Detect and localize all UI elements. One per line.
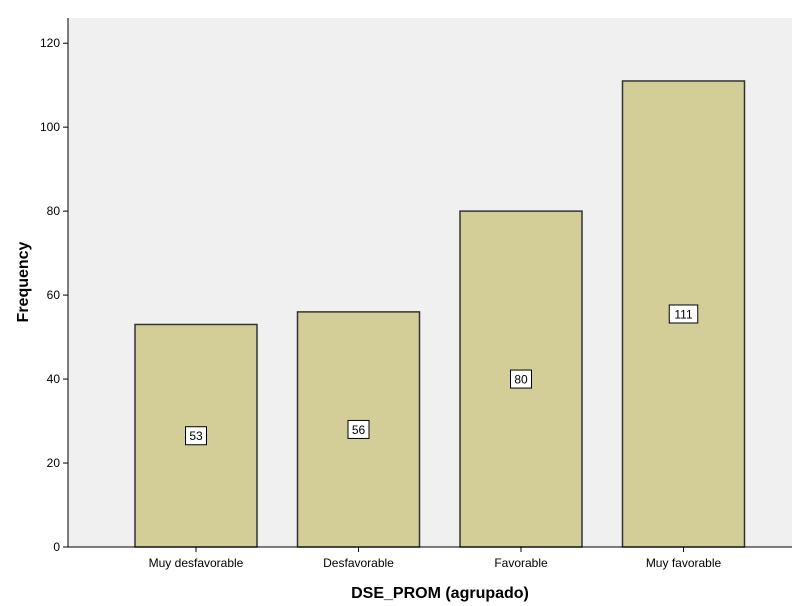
data-label: 80 [514,373,528,387]
data-label-box [347,419,370,439]
y-axis-title: Frequency [15,241,32,322]
x-tick-label: Muy favorable [646,556,722,570]
data-label: 111 [674,307,693,321]
y-tick-label: 40 [47,372,61,386]
y-tick-label: 80 [47,204,61,218]
data-label: 56 [352,423,366,437]
x-axis: Muy desfavorable Desfavorable Favorable Muy… [68,546,792,570]
x-axis-title: DSE_PROM (agrupado) [351,585,529,602]
data-label-box [510,369,532,389]
y-axis: 0 20 40 60 80 100 120 [40,18,69,554]
data-label: 53 [189,429,203,443]
x-tick-label: Favorable [494,556,548,570]
y-tick-label: 120 [40,36,60,50]
x-tick-label: Desfavorable [323,556,394,570]
data-label-box [668,304,699,324]
y-tick-label: 0 [53,540,60,554]
bars-group: 53 56 80 111 [134,80,746,548]
y-tick-label: 60 [47,288,61,302]
y-tick-label: 20 [47,456,61,470]
y-tick-label: 100 [40,120,60,134]
data-label-box [185,426,207,446]
x-tick-label: Muy desfavorable [149,556,244,570]
